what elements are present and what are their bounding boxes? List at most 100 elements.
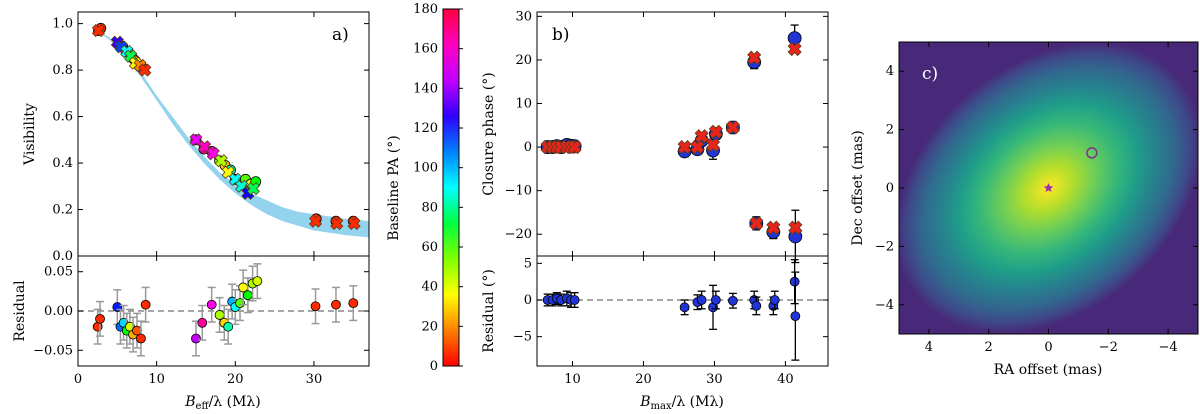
closure-model-cross <box>787 41 802 57</box>
panel-b: −20 −10 0 10 20 30 b) Closure phase (°) <box>481 9 829 264</box>
panel-b-residual-frame <box>536 255 829 367</box>
residual-point <box>214 310 225 320</box>
c-xtick-label: 0 <box>1044 340 1052 355</box>
residual-point <box>197 317 208 328</box>
b-ytick-label: −20 <box>505 227 532 242</box>
b-ytick-label: −10 <box>505 184 532 199</box>
c-ytick-label: −4 <box>875 298 894 313</box>
ar-ytick-label: 0.00 <box>44 304 73 319</box>
panel-b-residual-ylabel: Residual (°) <box>481 269 497 353</box>
closure-residual-point <box>710 295 721 305</box>
panel-a-ticks: 0.0 0.2 0.4 0.6 0.8 1.0 <box>52 12 369 264</box>
xlabel-a-main: B <box>184 394 195 410</box>
residual-point <box>310 301 321 312</box>
colorbar-tick-label: 60 <box>421 240 438 255</box>
c-xtick-label: −4 <box>1159 340 1178 355</box>
visibility-model-cross <box>91 24 106 38</box>
residual-point <box>331 299 341 310</box>
colorbar-tick-label: 180 <box>413 2 438 17</box>
xlabel-a-rest: /λ (Mλ) <box>209 394 261 410</box>
panel-a-residual-ylabel: Residual <box>12 280 28 342</box>
b-ytick-label: 0 <box>524 140 532 155</box>
c-xtick-label: −2 <box>1099 340 1118 355</box>
br-ytick-label: −5 <box>513 330 532 345</box>
panel-b-frame <box>536 11 829 257</box>
ar-xtick-label: 10 <box>148 372 165 387</box>
residual-point <box>238 282 249 293</box>
panel-a-label: a) <box>332 25 349 45</box>
br-ytick-label: 5 <box>524 256 532 271</box>
panel-c-xlabel: RA offset (mas) <box>994 362 1103 378</box>
c-ytick-label: −2 <box>875 239 894 254</box>
b-ytick-label: 20 <box>515 53 532 68</box>
colorbar-label: Baseline PA (°) <box>386 135 402 240</box>
panel-a-ylabel: Visibility <box>22 103 38 166</box>
xlabel-a-sub: eff <box>196 401 210 412</box>
ar-xtick-label: 20 <box>227 372 244 387</box>
closure-model-cross <box>708 124 723 139</box>
a-ytick-label: 0.0 <box>52 249 73 264</box>
panel-a: 0.0 0.2 0.4 0.6 0.8 1.0 a) Visibility <box>22 11 370 264</box>
colorbar-tick-label: 100 <box>413 161 438 176</box>
closure-model-cross <box>725 120 740 135</box>
c-ytick-label: 0 <box>886 181 894 196</box>
xlabel-b-sub: max <box>651 401 672 412</box>
panel-c-ylabel: Dec offset (mas) <box>850 130 866 245</box>
b-ytick-label: 30 <box>515 9 532 24</box>
closure-model-cross <box>747 50 762 65</box>
residual-point <box>95 313 105 324</box>
ar-ytick-label: 0.05 <box>44 265 73 280</box>
closure-point <box>787 31 802 46</box>
closure-phase-points <box>540 24 803 264</box>
closure-residual-point <box>751 300 762 311</box>
panel-b-xlabel: Bmax/λ (Mλ) <box>639 394 724 412</box>
closure-model-cross <box>705 137 721 152</box>
closure-model-cross <box>694 129 709 144</box>
panel-b-ticks: −20 −10 0 10 20 30 <box>505 9 828 256</box>
closure-model-cross <box>749 216 764 231</box>
star-marker <box>1043 183 1054 193</box>
closure-model-cross <box>766 220 781 235</box>
ar-ytick-label: −0.05 <box>33 343 73 358</box>
closure-residual-point <box>789 276 800 287</box>
closure-phase-residual-points <box>537 259 828 361</box>
br-xtick-label: 20 <box>635 372 652 387</box>
panel-c-label: c) <box>922 64 938 84</box>
residual-point <box>191 333 201 344</box>
br-xtick-label: 30 <box>706 372 723 387</box>
colorbar-gradient <box>442 8 460 367</box>
colorbar-tick-label: 120 <box>413 121 438 136</box>
closure-residual-point <box>790 311 801 322</box>
a-ytick-label: 0.4 <box>52 156 73 171</box>
visibility-residual-points <box>78 263 369 357</box>
closure-residual-point <box>679 302 690 313</box>
a-ytick-label: 1.0 <box>52 17 73 32</box>
c-ytick-label: 4 <box>886 64 894 79</box>
panel-b-residual-ticks: 10 20 30 40 −5 0 5 <box>513 256 828 387</box>
panel-b-residual: 10 20 30 40 −5 0 5 Residual (°) Bmax/λ (Mλ) <box>481 255 829 412</box>
colorbar-tick-label: 40 <box>421 280 438 295</box>
residual-point <box>242 290 253 301</box>
model-band-area <box>78 23 369 238</box>
closure-model-cross <box>788 220 803 235</box>
panel-a-residual: 0 10 20 30 −0.05 0.00 0.05 Residual Beff/λ (Mλ… <box>12 255 370 412</box>
colorbar: 0 20 40 60 80 100 120 140 160 180 Baseline PA (°) <box>386 2 463 374</box>
a-ytick-label: 0.2 <box>52 203 73 218</box>
br-ytick-label: 0 <box>524 293 532 308</box>
c-xtick-label: 2 <box>985 340 993 355</box>
visibility-model-cross <box>330 216 344 231</box>
closure-model-cross <box>567 140 582 155</box>
panel-a-residual-ticks: 0 10 20 30 −0.05 0.00 0.05 <box>33 256 369 387</box>
a-ytick-label: 0.8 <box>52 63 73 78</box>
colorbar-tick-label: 160 <box>413 42 438 57</box>
panel-c-ticks: 4 2 0 −2 −4 −4 −2 0 2 4 <box>875 42 1198 355</box>
panel-b-label: b) <box>552 25 570 45</box>
ar-xtick-label: 30 <box>306 372 323 387</box>
xlabel-b-main: B <box>639 394 650 410</box>
br-xtick-label: 10 <box>564 372 581 387</box>
panel-b-ylabel: Closure phase (°) <box>481 72 497 195</box>
closure-residual-point <box>696 295 707 305</box>
visibility-model-cross <box>214 154 228 168</box>
closure-residual-point <box>727 295 738 306</box>
